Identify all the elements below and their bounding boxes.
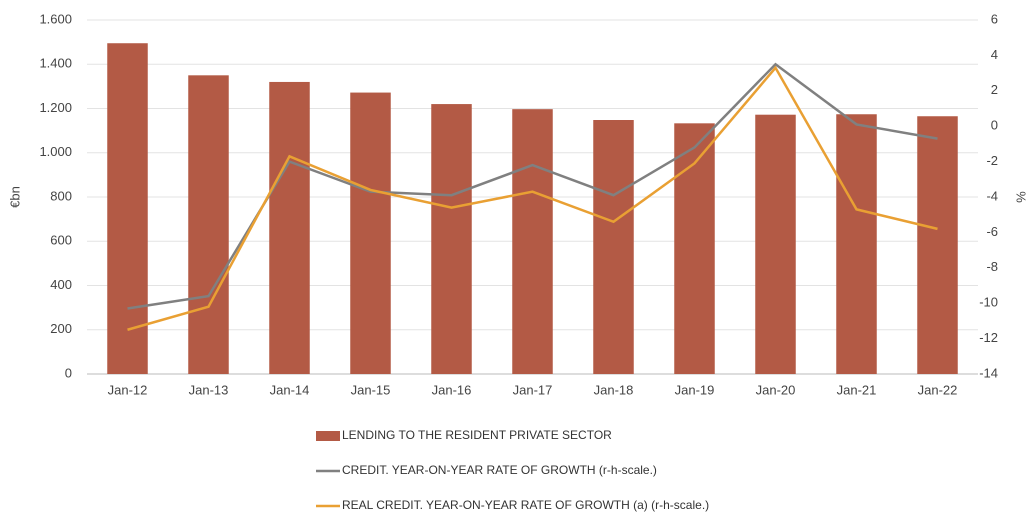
legend-label: REAL CREDIT. YEAR-ON-YEAR RATE OF GROWTH… — [342, 498, 709, 512]
x-tick-label: Jan-15 — [351, 382, 391, 397]
bar — [917, 116, 958, 375]
bar — [836, 114, 877, 374]
y-tick-label: 1.000 — [39, 144, 72, 159]
y2-tick-label: 4 — [991, 47, 998, 62]
y2-tick-label: 6 — [991, 11, 998, 26]
y2-tick-label: 0 — [991, 118, 998, 133]
x-tick-label: Jan-22 — [918, 382, 958, 397]
legend-label: LENDING TO THE RESIDENT PRIVATE SECTOR — [342, 428, 612, 442]
x-tick-label: Jan-19 — [675, 382, 715, 397]
bar — [107, 43, 148, 374]
legend-label: CREDIT. YEAR-ON-YEAR RATE OF GROWTH (r-h… — [342, 463, 657, 477]
y2-tick-label: -8 — [986, 259, 998, 274]
y-tick-label: 400 — [50, 277, 72, 292]
y2-tick-label: -14 — [979, 365, 998, 380]
x-tick-label: Jan-20 — [756, 382, 796, 397]
y2-tick-label: -6 — [986, 224, 998, 239]
y2-axis-label: % — [1014, 191, 1029, 203]
bar — [674, 123, 715, 374]
bar — [188, 75, 229, 374]
y-tick-label: 0 — [65, 365, 72, 380]
y-tick-label: 800 — [50, 188, 72, 203]
x-tick-label: Jan-14 — [270, 382, 310, 397]
y2-tick-label: 2 — [991, 82, 998, 97]
bar — [431, 104, 472, 374]
x-tick-label: Jan-18 — [594, 382, 634, 397]
x-tick-label: Jan-21 — [837, 382, 877, 397]
y-tick-label: 1.400 — [39, 56, 72, 71]
y-tick-label: 1.200 — [39, 100, 72, 115]
x-tick-label: Jan-16 — [432, 382, 472, 397]
y2-tick-label: -10 — [979, 295, 998, 310]
bar — [755, 114, 796, 374]
y-tick-label: 1.600 — [39, 11, 72, 26]
bar — [269, 81, 310, 374]
y-tick-label: 200 — [50, 321, 72, 336]
y-axis-label: €bn — [7, 186, 22, 208]
line — [127, 65, 938, 331]
y2-tick-label: -4 — [986, 188, 998, 203]
bar — [512, 109, 553, 374]
x-tick-label: Jan-17 — [513, 382, 553, 397]
bar — [593, 120, 634, 374]
bar — [350, 92, 391, 374]
legend-swatch — [316, 431, 340, 441]
y-tick-label: 600 — [50, 233, 72, 248]
x-tick-label: Jan-12 — [108, 382, 148, 397]
x-tick-label: Jan-13 — [189, 382, 229, 397]
y2-tick-label: -2 — [986, 153, 998, 168]
y2-tick-label: -12 — [979, 330, 998, 345]
